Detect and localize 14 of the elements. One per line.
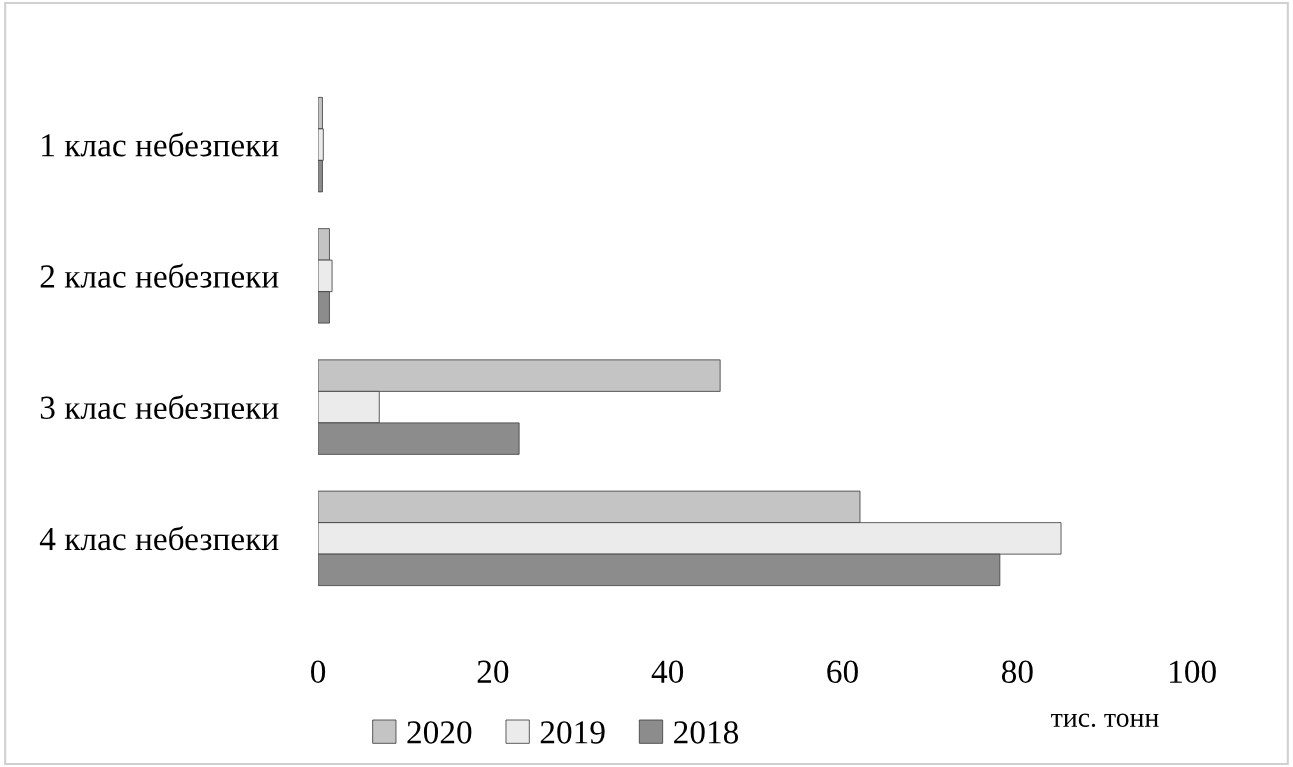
y-tick-label: 4 клас небезпеки	[39, 526, 279, 551]
legend-label: 2019	[540, 721, 605, 744]
x-tick-label: 80	[1001, 660, 1033, 684]
x-axis-title: тис. тонн	[1051, 713, 1159, 728]
x-tick-label: 20	[477, 660, 509, 684]
y-tick-label: 3 клас небезпеки	[40, 394, 279, 420]
x-tick-label: 100	[1170, 660, 1216, 684]
y-tick-label: 1 клас небезпеки	[42, 132, 279, 157]
legend-label: 2018	[674, 721, 739, 744]
legend-label: 2020	[407, 721, 472, 744]
x-tick-label: 40	[651, 660, 684, 684]
x-tick-label: 0	[311, 660, 326, 684]
y-tick-label: 2 клас небезпеки	[40, 263, 279, 288]
x-tick-label: 60	[827, 660, 858, 684]
